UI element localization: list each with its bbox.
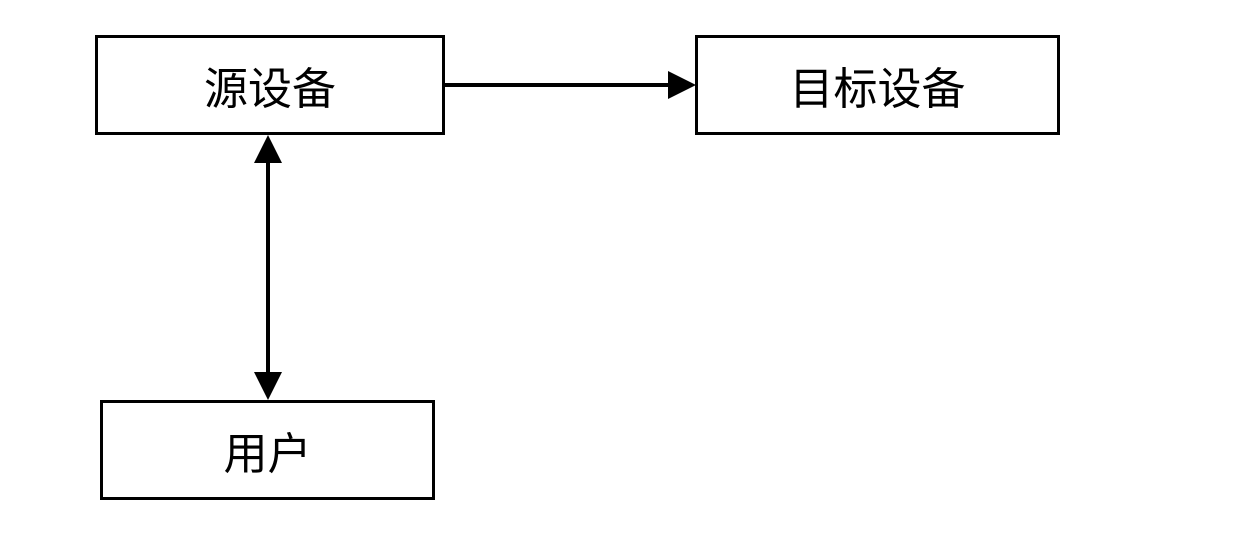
edge-source-to-user-arrowhead-down (254, 372, 282, 400)
edge-source-to-target-arrowhead (668, 71, 696, 99)
node-source-device: 源设备 (95, 35, 445, 135)
node-target-device: 目标设备 (695, 35, 1060, 135)
node-source-device-label: 源设备 (204, 53, 336, 117)
node-target-device-label: 目标设备 (790, 53, 966, 117)
edge-source-to-target-line (445, 83, 670, 87)
node-user-label: 用户 (224, 418, 312, 482)
edge-source-to-user-arrowhead-up (254, 135, 282, 163)
edge-source-to-user-line (266, 160, 270, 375)
node-user: 用户 (100, 400, 435, 500)
